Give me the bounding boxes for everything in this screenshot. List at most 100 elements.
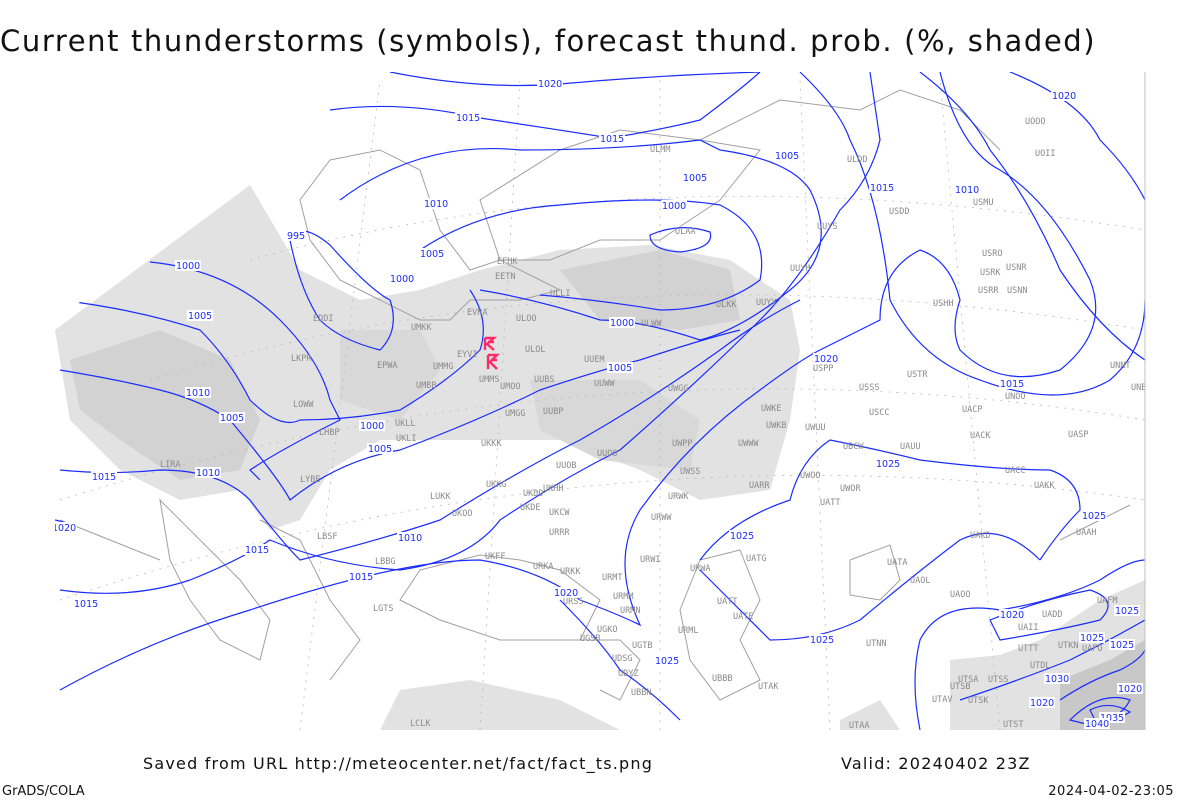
station-label: EETN <box>495 272 515 282</box>
station-label: UTTT <box>1018 644 1038 654</box>
station-label: USNN <box>1007 286 1027 296</box>
station-label: USCC <box>869 408 889 418</box>
station-label: USSS <box>859 383 879 393</box>
station-label: UUBS <box>534 375 554 385</box>
isobar-label: 1000 <box>610 318 634 329</box>
isobar-label-bg <box>1109 639 1135 650</box>
station-label: UKDD <box>523 489 543 499</box>
isobar-label-bg <box>286 230 306 241</box>
station-label: UNNT <box>1110 361 1130 371</box>
station-label: UNOO <box>1005 392 1025 402</box>
station-label: UASP <box>1068 430 1088 440</box>
station-label: ULKK <box>716 300 737 310</box>
isobar-label: 1020 <box>538 79 562 90</box>
station-label: USMU <box>973 198 993 208</box>
station-label: ULOO <box>516 314 536 324</box>
station-label: UTDL <box>1030 661 1050 671</box>
station-label: URKK <box>560 567 581 577</box>
station-label: UARR <box>749 481 770 491</box>
station-label: UACK <box>970 431 991 441</box>
station-label: UTKN <box>1058 641 1078 651</box>
isobar-label: 1020 <box>554 588 578 599</box>
isobar-label: 1005 <box>420 249 444 260</box>
station-label: ULDD <box>847 155 867 165</box>
station-label: URMM <box>613 592 633 602</box>
station-label: UAFO <box>1082 644 1102 654</box>
station-label: URWI <box>640 555 660 565</box>
isobar-label-bg <box>609 317 635 328</box>
station-label: UUBP <box>543 407 563 417</box>
station-label: UKFF <box>485 552 505 562</box>
station-label: LOWW <box>293 400 314 410</box>
station-label: UTAA <box>849 721 869 731</box>
station-label: UATT <box>820 498 840 508</box>
thunderstorm-symbols <box>483 336 500 370</box>
station-label: UAFM <box>1097 596 1117 606</box>
station-label: UMOO <box>500 382 520 392</box>
station-label: ULWW <box>641 319 662 329</box>
station-label: UAOO <box>950 590 970 600</box>
isobar-label-bg <box>389 273 415 284</box>
station-label: UMGG <box>505 409 525 419</box>
isobar-label: 1025 <box>1110 640 1134 651</box>
station-label: URWK <box>668 492 689 502</box>
isobar-label: 1025 <box>876 459 900 470</box>
station-label: UKLI <box>396 434 416 444</box>
isobar-label: 1020 <box>1030 698 1054 709</box>
station-label: UADD <box>1042 610 1062 620</box>
station-label: UTSK <box>968 696 989 706</box>
isobar-label-bg <box>999 378 1025 389</box>
station-label: UKCW <box>549 508 570 518</box>
station-label: ULAA <box>675 227 695 237</box>
isobar-label-bg <box>729 530 755 541</box>
station-label: LIRA <box>160 460 180 470</box>
isobar-label: 1010 <box>186 388 210 399</box>
station-label: LCLK <box>410 719 431 729</box>
station-label: UGSB <box>580 634 600 644</box>
thunderstorm-icon <box>486 353 500 370</box>
station-label: USRO <box>982 249 1002 259</box>
isobar-label-bg <box>999 609 1025 620</box>
source-url-text: Saved from URL http://meteocenter.net/fa… <box>143 754 654 773</box>
isobar-label-bg <box>1051 90 1077 101</box>
station-label: LBBG <box>375 557 395 567</box>
isobar-label: 1035 <box>1100 713 1124 724</box>
isobar-label: 1020 <box>1052 91 1076 102</box>
isobar-label: 1020 <box>1000 610 1024 621</box>
station-label: USRR <box>978 286 999 296</box>
station-label: EYVI <box>457 350 477 360</box>
isobar-label-bg <box>537 78 563 89</box>
station-label: UATT <box>717 597 737 607</box>
station-label: USNR <box>1006 263 1027 273</box>
generation-timestamp: 2024-04-02-23:05 <box>1048 784 1174 799</box>
station-label: UAKD <box>970 531 990 541</box>
isobar-label: 1010 <box>955 185 979 196</box>
valid-time: Valid: 20240402 23Z <box>841 754 1031 773</box>
station-label: URKA <box>533 562 553 572</box>
isobar-label: 1005 <box>220 413 244 424</box>
station-label: UTSB <box>950 682 970 692</box>
station-label: UMKK <box>411 323 432 333</box>
station-label: LBSF <box>317 532 337 542</box>
isobar-label-bg <box>1044 673 1070 684</box>
station-label: UNBB <box>1131 383 1151 393</box>
station-label: LUKK <box>430 492 451 502</box>
isobar-labels: 1020 1015 1015 1005 1010 1015 1020 1005 1000 1010… <box>55 78 1143 730</box>
isobar-label-bg <box>195 467 221 478</box>
isobar-label-bg <box>244 544 270 555</box>
isobar-label-bg <box>553 587 579 598</box>
station-label: URWA <box>690 564 710 574</box>
station-label: UBBB <box>712 674 732 684</box>
isobar-label-bg <box>869 182 895 193</box>
isobar-label: 1025 <box>730 531 754 542</box>
station-label: UACP <box>962 405 982 415</box>
coastlines <box>59 89 1131 701</box>
station-label: UWSS <box>680 467 700 477</box>
station-label: UUYS <box>817 222 837 232</box>
station-label: EFHK <box>497 257 518 267</box>
station-label: UBBN <box>631 688 651 698</box>
isobar-label-bg <box>1084 718 1110 729</box>
isobar-label-bg <box>813 353 839 364</box>
isobar-label-bg <box>682 172 708 183</box>
